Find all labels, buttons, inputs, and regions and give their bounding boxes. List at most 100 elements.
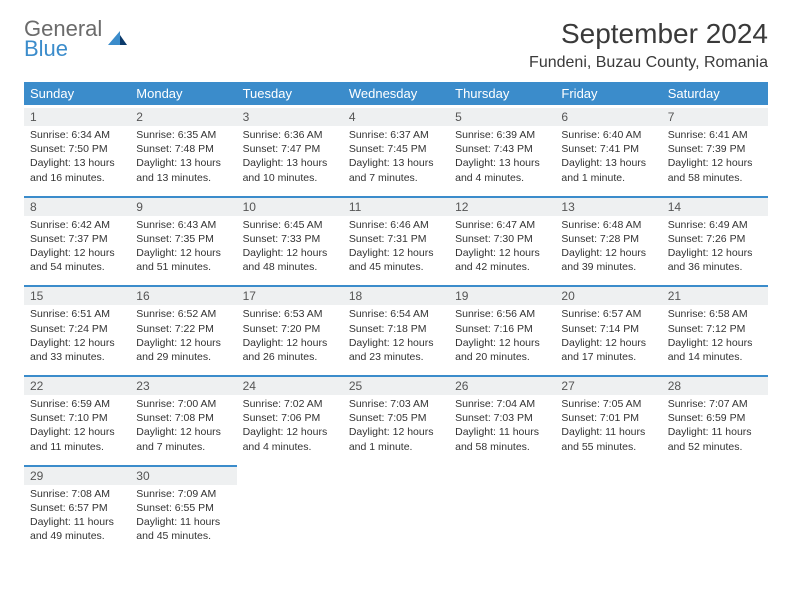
day-cell: 30Sunrise: 7:09 AMSunset: 6:55 PMDayligh…: [130, 462, 236, 552]
day-number: 22: [24, 375, 130, 395]
day-number: 20: [555, 285, 661, 305]
day-number: 1: [24, 108, 130, 126]
day-info: Sunrise: 7:00 AMSunset: 7:08 PMDaylight:…: [136, 397, 230, 454]
day-cell: 14Sunrise: 6:49 AMSunset: 7:26 PMDayligh…: [662, 193, 768, 283]
calendar-table: SundayMondayTuesdayWednesdayThursdayFrid…: [24, 82, 768, 551]
day-number: 30: [130, 465, 236, 485]
day-info: Sunrise: 6:59 AMSunset: 7:10 PMDaylight:…: [30, 397, 124, 454]
day-info: Sunrise: 7:05 AMSunset: 7:01 PMDaylight:…: [561, 397, 655, 454]
day-number: 3: [237, 108, 343, 126]
day-cell: 7 Sunrise: 6:41 AMSunset: 7:39 PMDaylight…: [662, 105, 768, 193]
day-cell: 1Sunrise: 6:34 AMSunset: 7:50 PMDaylight…: [24, 105, 130, 193]
day-info: Sunrise: 6:47 AMSunset: 7:30 PMDaylight:…: [455, 218, 549, 275]
day-info: Sunrise: 6:48 AMSunset: 7:28 PMDaylight:…: [561, 218, 655, 275]
day-number: 10: [237, 196, 343, 216]
location: Fundeni, Buzau County, Romania: [529, 54, 768, 72]
day-cell: [343, 462, 449, 552]
day-info: Sunrise: 6:56 AMSunset: 7:16 PMDaylight:…: [455, 307, 549, 364]
month-title: September 2024: [529, 18, 768, 50]
day-cell: 13Sunrise: 6:48 AMSunset: 7:28 PMDayligh…: [555, 193, 661, 283]
logo: General Blue: [24, 18, 128, 60]
day-cell: 3 Sunrise: 6:36 AMSunset: 7:47 PMDaylight…: [237, 105, 343, 193]
header: General Blue September 2024 Fundeni, Buz…: [24, 18, 768, 72]
day-number: 19: [449, 285, 555, 305]
day-cell: 11Sunrise: 6:46 AMSunset: 7:31 PMDayligh…: [343, 193, 449, 283]
day-cell: 5 Sunrise: 6:39 AMSunset: 7:43 PMDaylight…: [449, 105, 555, 193]
week-row: 22Sunrise: 6:59 AMSunset: 7:10 PMDayligh…: [24, 372, 768, 462]
page: General Blue September 2024 Fundeni, Buz…: [0, 0, 792, 569]
day-cell: 17Sunrise: 6:53 AMSunset: 7:20 PMDayligh…: [237, 282, 343, 372]
day-number: 23: [130, 375, 236, 395]
logo-line2: Blue: [24, 38, 102, 60]
day-info: Sunrise: 6:49 AMSunset: 7:26 PMDaylight:…: [668, 218, 762, 275]
day-cell: 4 Sunrise: 6:37 AMSunset: 7:45 PMDaylight…: [343, 105, 449, 193]
day-cell: 23Sunrise: 7:00 AMSunset: 7:08 PMDayligh…: [130, 372, 236, 462]
day-number: 4: [343, 108, 449, 126]
day-info: Sunrise: 6:39 AMSunset: 7:43 PMDaylight:…: [455, 128, 549, 185]
day-cell: [662, 462, 768, 552]
day-number: 8: [24, 196, 130, 216]
day-number: 17: [237, 285, 343, 305]
day-info: Sunrise: 6:36 AMSunset: 7:47 PMDaylight:…: [243, 128, 337, 185]
day-header: Friday: [555, 82, 661, 105]
day-cell: [449, 462, 555, 552]
day-number: 14: [662, 196, 768, 216]
day-number: 5: [449, 108, 555, 126]
day-header: Tuesday: [237, 82, 343, 105]
day-number: 9: [130, 196, 236, 216]
day-cell: 19Sunrise: 6:56 AMSunset: 7:16 PMDayligh…: [449, 282, 555, 372]
day-cell: 27Sunrise: 7:05 AMSunset: 7:01 PMDayligh…: [555, 372, 661, 462]
day-info: Sunrise: 6:58 AMSunset: 7:12 PMDaylight:…: [668, 307, 762, 364]
day-number: 26: [449, 375, 555, 395]
day-cell: 22Sunrise: 6:59 AMSunset: 7:10 PMDayligh…: [24, 372, 130, 462]
day-info: Sunrise: 6:40 AMSunset: 7:41 PMDaylight:…: [561, 128, 655, 185]
day-info: Sunrise: 6:35 AMSunset: 7:48 PMDaylight:…: [136, 128, 230, 185]
day-cell: 28Sunrise: 7:07 AMSunset: 6:59 PMDayligh…: [662, 372, 768, 462]
day-info: Sunrise: 7:04 AMSunset: 7:03 PMDaylight:…: [455, 397, 549, 454]
day-number: 25: [343, 375, 449, 395]
day-info: Sunrise: 6:37 AMSunset: 7:45 PMDaylight:…: [349, 128, 443, 185]
day-header: Thursday: [449, 82, 555, 105]
day-cell: 24Sunrise: 7:02 AMSunset: 7:06 PMDayligh…: [237, 372, 343, 462]
week-row: 8Sunrise: 6:42 AMSunset: 7:37 PMDaylight…: [24, 193, 768, 283]
day-number: 18: [343, 285, 449, 305]
week-row: 29Sunrise: 7:08 AMSunset: 6:57 PMDayligh…: [24, 462, 768, 552]
day-cell: 18Sunrise: 6:54 AMSunset: 7:18 PMDayligh…: [343, 282, 449, 372]
day-info: Sunrise: 6:46 AMSunset: 7:31 PMDaylight:…: [349, 218, 443, 275]
day-header-row: SundayMondayTuesdayWednesdayThursdayFrid…: [24, 82, 768, 105]
day-number: 16: [130, 285, 236, 305]
logo-triangle-icon: [106, 27, 128, 53]
day-cell: 12Sunrise: 6:47 AMSunset: 7:30 PMDayligh…: [449, 193, 555, 283]
day-header: Sunday: [24, 82, 130, 105]
day-cell: [555, 462, 661, 552]
week-row: 1Sunrise: 6:34 AMSunset: 7:50 PMDaylight…: [24, 105, 768, 193]
day-cell: 6Sunrise: 6:40 AMSunset: 7:41 PMDaylight…: [555, 105, 661, 193]
day-info: Sunrise: 7:08 AMSunset: 6:57 PMDaylight:…: [30, 487, 124, 544]
day-number: 12: [449, 196, 555, 216]
day-number: 11: [343, 196, 449, 216]
day-number: 28: [662, 375, 768, 395]
day-number: 15: [24, 285, 130, 305]
day-number: 2: [130, 108, 236, 126]
day-info: Sunrise: 6:54 AMSunset: 7:18 PMDaylight:…: [349, 307, 443, 364]
day-header: Monday: [130, 82, 236, 105]
day-number: 29: [24, 465, 130, 485]
day-number: 21: [662, 285, 768, 305]
day-cell: 2 Sunrise: 6:35 AMSunset: 7:48 PMDaylight…: [130, 105, 236, 193]
day-header: Saturday: [662, 82, 768, 105]
calendar-body: 1Sunrise: 6:34 AMSunset: 7:50 PMDaylight…: [24, 105, 768, 551]
day-cell: 9Sunrise: 6:43 AMSunset: 7:35 PMDaylight…: [130, 193, 236, 283]
day-info: Sunrise: 6:41 AMSunset: 7:39 PMDaylight:…: [668, 128, 762, 185]
day-number: 13: [555, 196, 661, 216]
day-cell: 16Sunrise: 6:52 AMSunset: 7:22 PMDayligh…: [130, 282, 236, 372]
day-info: Sunrise: 6:52 AMSunset: 7:22 PMDaylight:…: [136, 307, 230, 364]
day-number: 7: [662, 108, 768, 126]
day-number: 27: [555, 375, 661, 395]
day-cell: 21Sunrise: 6:58 AMSunset: 7:12 PMDayligh…: [662, 282, 768, 372]
day-info: Sunrise: 7:09 AMSunset: 6:55 PMDaylight:…: [136, 487, 230, 544]
day-info: Sunrise: 7:07 AMSunset: 6:59 PMDaylight:…: [668, 397, 762, 454]
day-cell: 26Sunrise: 7:04 AMSunset: 7:03 PMDayligh…: [449, 372, 555, 462]
day-info: Sunrise: 6:51 AMSunset: 7:24 PMDaylight:…: [30, 307, 124, 364]
day-info: Sunrise: 6:42 AMSunset: 7:37 PMDaylight:…: [30, 218, 124, 275]
day-cell: 25Sunrise: 7:03 AMSunset: 7:05 PMDayligh…: [343, 372, 449, 462]
